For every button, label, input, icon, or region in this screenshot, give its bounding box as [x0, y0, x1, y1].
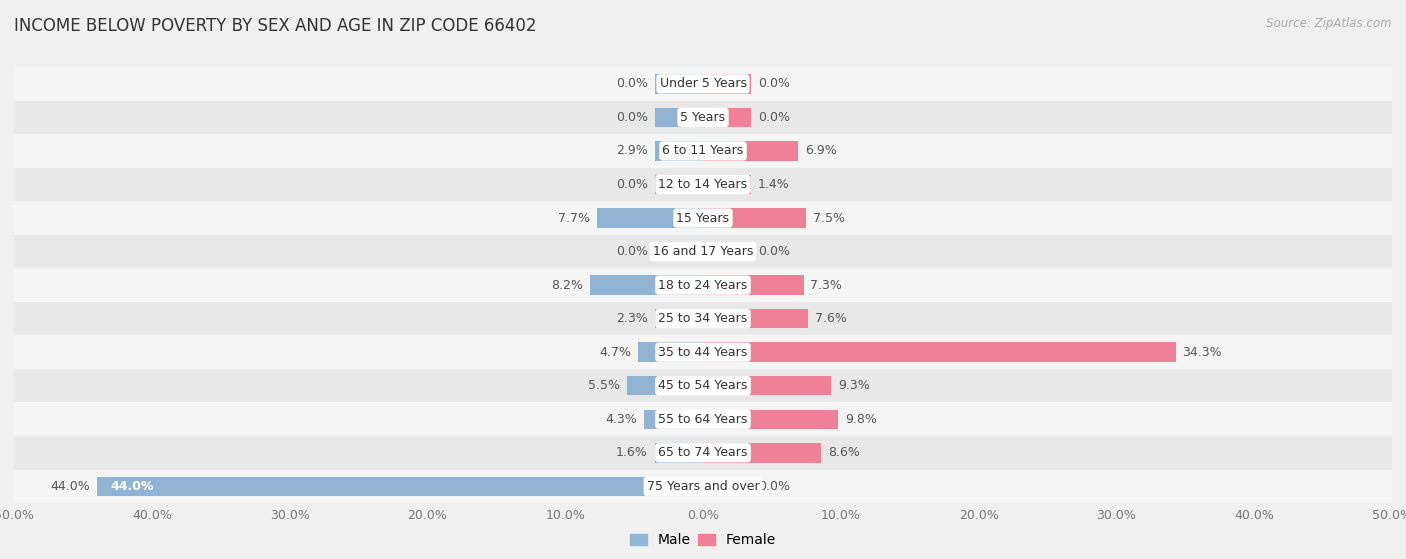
Bar [703, 242, 751, 261]
Text: 45 to 54 Years: 45 to 54 Years [658, 379, 748, 392]
Text: 0.0%: 0.0% [616, 178, 648, 191]
Bar [591, 276, 703, 295]
Text: 65 to 74 Years: 65 to 74 Years [658, 446, 748, 459]
Bar [14, 470, 1392, 503]
Bar [655, 309, 703, 328]
Text: 0.0%: 0.0% [616, 245, 648, 258]
Text: 0.0%: 0.0% [758, 111, 790, 124]
Bar [14, 168, 1392, 201]
Bar [655, 242, 703, 261]
Text: 5 Years: 5 Years [681, 111, 725, 124]
Bar [14, 268, 1392, 302]
Text: 1.6%: 1.6% [616, 446, 648, 459]
Text: 1.4%: 1.4% [758, 178, 790, 191]
Bar [655, 141, 703, 160]
Text: 0.0%: 0.0% [758, 245, 790, 258]
Bar [627, 376, 703, 395]
Text: 16 and 17 Years: 16 and 17 Years [652, 245, 754, 258]
Bar [14, 402, 1392, 436]
Text: 15 Years: 15 Years [676, 211, 730, 225]
Text: 2.9%: 2.9% [616, 144, 648, 158]
Text: 25 to 34 Years: 25 to 34 Years [658, 312, 748, 325]
Bar [703, 74, 751, 93]
Bar [14, 235, 1392, 268]
Bar [655, 74, 703, 93]
Bar [703, 309, 807, 328]
Bar [703, 376, 831, 395]
Text: INCOME BELOW POVERTY BY SEX AND AGE IN ZIP CODE 66402: INCOME BELOW POVERTY BY SEX AND AGE IN Z… [14, 17, 537, 35]
Bar [97, 477, 703, 496]
Text: 9.3%: 9.3% [838, 379, 870, 392]
Bar [703, 108, 751, 127]
Text: 6 to 11 Years: 6 to 11 Years [662, 144, 744, 158]
Text: 55 to 64 Years: 55 to 64 Years [658, 413, 748, 426]
Bar [703, 343, 1175, 362]
Bar [655, 108, 703, 127]
Bar [703, 175, 751, 194]
Bar [14, 67, 1392, 101]
Bar [655, 443, 703, 462]
Bar [14, 201, 1392, 235]
Bar [14, 335, 1392, 369]
Text: 5.5%: 5.5% [588, 379, 620, 392]
Legend: Male, Female: Male, Female [624, 528, 782, 553]
Bar [703, 209, 807, 228]
Bar [703, 276, 804, 295]
Bar [14, 369, 1392, 402]
Text: 0.0%: 0.0% [616, 77, 648, 91]
Text: 8.6%: 8.6% [828, 446, 860, 459]
Text: 0.0%: 0.0% [758, 480, 790, 493]
Text: 4.7%: 4.7% [599, 345, 631, 359]
Text: Under 5 Years: Under 5 Years [659, 77, 747, 91]
Text: Source: ZipAtlas.com: Source: ZipAtlas.com [1267, 17, 1392, 30]
Text: 34.3%: 34.3% [1182, 345, 1222, 359]
Bar [14, 134, 1392, 168]
Text: 7.5%: 7.5% [813, 211, 845, 225]
Bar [644, 410, 703, 429]
Text: 0.0%: 0.0% [758, 77, 790, 91]
Text: 0.0%: 0.0% [616, 111, 648, 124]
Bar [14, 101, 1392, 134]
Text: 8.2%: 8.2% [551, 278, 583, 292]
Bar [638, 343, 703, 362]
Text: 9.8%: 9.8% [845, 413, 877, 426]
Text: 44.0%: 44.0% [111, 480, 155, 493]
Bar [14, 436, 1392, 470]
Text: 12 to 14 Years: 12 to 14 Years [658, 178, 748, 191]
Text: 4.3%: 4.3% [605, 413, 637, 426]
Text: 7.6%: 7.6% [814, 312, 846, 325]
Text: 75 Years and over: 75 Years and over [647, 480, 759, 493]
Text: 6.9%: 6.9% [806, 144, 837, 158]
Text: 44.0%: 44.0% [51, 480, 90, 493]
Bar [703, 477, 751, 496]
Bar [703, 141, 799, 160]
Bar [598, 209, 703, 228]
Text: 18 to 24 Years: 18 to 24 Years [658, 278, 748, 292]
Bar [14, 302, 1392, 335]
Text: 2.3%: 2.3% [616, 312, 648, 325]
Bar [703, 410, 838, 429]
Bar [655, 175, 703, 194]
Bar [703, 443, 821, 462]
Text: 7.7%: 7.7% [558, 211, 591, 225]
Text: 7.3%: 7.3% [810, 278, 842, 292]
Text: 35 to 44 Years: 35 to 44 Years [658, 345, 748, 359]
